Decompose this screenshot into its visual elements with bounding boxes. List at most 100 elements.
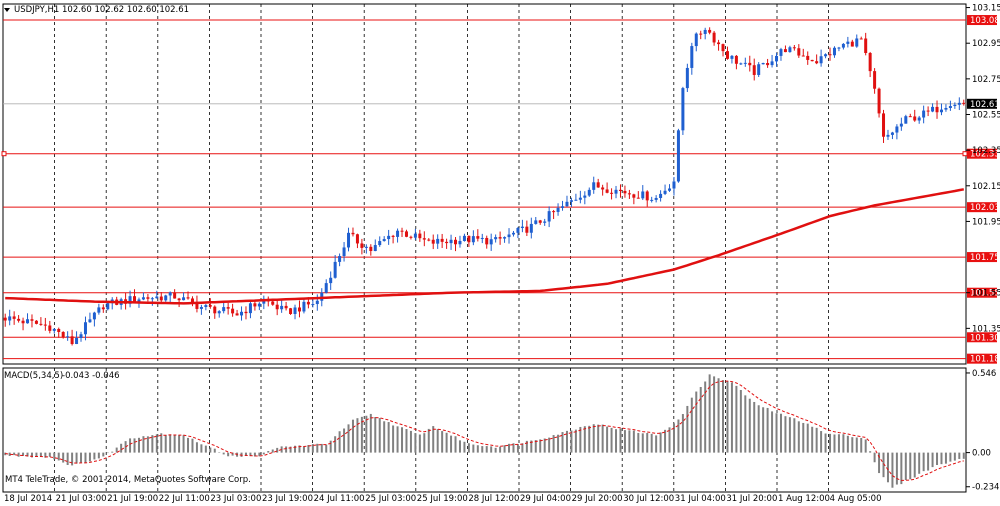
candle-body xyxy=(164,295,168,301)
candle xyxy=(895,124,899,140)
grid xyxy=(2,3,967,493)
candle xyxy=(12,311,16,325)
candle xyxy=(494,234,498,243)
candle xyxy=(106,302,110,311)
candle-body xyxy=(672,181,676,189)
ohlc-readout: 102.60 102.62 102.60 102.61 xyxy=(62,5,189,15)
candle xyxy=(70,329,74,346)
candle-body xyxy=(574,199,578,201)
candle xyxy=(721,43,725,57)
candle-body xyxy=(467,235,471,243)
price-axis-label: 101.95 xyxy=(972,217,1000,227)
candle-body xyxy=(783,49,787,53)
candle xyxy=(824,53,828,59)
collapse-triangle-icon[interactable] xyxy=(4,8,10,12)
price-axis-label: 101.55 xyxy=(972,289,1000,299)
time-axis-label: 23 Jul 03:00 xyxy=(210,494,261,504)
candle xyxy=(21,317,25,331)
candle xyxy=(516,226,520,239)
candle-body xyxy=(373,245,377,252)
candle xyxy=(899,117,903,131)
candle xyxy=(708,27,712,35)
candle-body xyxy=(565,201,569,207)
candle-body xyxy=(137,299,141,302)
candle xyxy=(712,30,716,46)
candle xyxy=(725,46,729,60)
level-price-label: 101.55 xyxy=(970,289,1000,299)
current-price-label: 102.61 xyxy=(970,100,1000,110)
candle xyxy=(601,184,605,196)
candle-body xyxy=(837,47,841,49)
candle-body xyxy=(534,220,538,224)
candle xyxy=(275,299,279,316)
time-axis-label: 28 Jul 12:00 xyxy=(468,494,519,504)
candle xyxy=(182,292,186,301)
level-price-label: 101.75 xyxy=(970,253,1000,263)
candle xyxy=(378,236,382,247)
macd-header: MACD(5,34,5) -0.043 -0.046 xyxy=(4,371,120,381)
candle-body xyxy=(440,238,444,242)
candle xyxy=(66,331,70,341)
candle-body xyxy=(244,311,248,314)
candle-body xyxy=(899,123,903,127)
candle-body xyxy=(913,116,917,121)
candle-body xyxy=(199,306,203,309)
candle-body xyxy=(623,190,627,194)
candle-body xyxy=(543,221,547,223)
candle xyxy=(957,97,961,111)
candle xyxy=(467,235,471,247)
candle-body xyxy=(101,307,105,310)
candle xyxy=(788,45,792,53)
time-axis-label: 29 Jul 20:00 xyxy=(572,494,623,504)
candle xyxy=(605,182,609,194)
candle xyxy=(489,233,493,251)
candle-body xyxy=(133,296,137,302)
candle xyxy=(846,36,850,48)
candle-body xyxy=(61,331,65,338)
level-price-label: 102.03 xyxy=(970,203,1000,213)
candle xyxy=(627,189,631,199)
moving-average-line xyxy=(5,188,965,305)
candle-body xyxy=(743,62,747,64)
candle-body xyxy=(88,319,92,323)
candle-body xyxy=(347,232,351,248)
candle-body xyxy=(529,223,533,233)
level-price-label: 101.30 xyxy=(970,333,1000,343)
candle xyxy=(418,229,422,242)
candle-body xyxy=(770,61,774,66)
candle-body xyxy=(618,189,622,191)
candle xyxy=(360,238,364,255)
candle-body xyxy=(182,297,186,301)
candle xyxy=(855,34,859,48)
candle-body xyxy=(146,297,150,299)
candle xyxy=(284,301,288,311)
candle xyxy=(699,30,703,40)
candle xyxy=(587,187,591,197)
candle xyxy=(217,310,221,318)
candle-body xyxy=(873,71,877,89)
candle xyxy=(471,230,475,246)
candle xyxy=(146,294,150,302)
chart-header: USDJPY,H1 102.60 102.62 102.60 102.61 xyxy=(4,5,189,15)
candle xyxy=(445,238,449,249)
candle-body xyxy=(173,292,177,299)
copyright-footer: MT4 TeleTrade, © 2001-2014, MetaQuotes S… xyxy=(5,475,251,485)
candle xyxy=(797,44,801,58)
candle-body xyxy=(694,33,698,47)
level-handle[interactable] xyxy=(962,151,968,157)
candle xyxy=(525,220,529,237)
price-levels[interactable]: 103.08102.33102.03101.75101.55101.30101.… xyxy=(1,15,1000,365)
candle-body xyxy=(57,328,61,332)
level-handle[interactable] xyxy=(1,151,7,157)
level-price-tag xyxy=(967,252,997,263)
candle xyxy=(676,128,680,183)
candle-body xyxy=(155,296,159,299)
candle xyxy=(262,295,266,310)
candle xyxy=(694,32,698,52)
candle-body xyxy=(520,226,524,228)
candle-body xyxy=(445,241,449,244)
candle-body xyxy=(717,42,721,45)
candle-body xyxy=(97,307,101,313)
candle xyxy=(413,228,417,240)
